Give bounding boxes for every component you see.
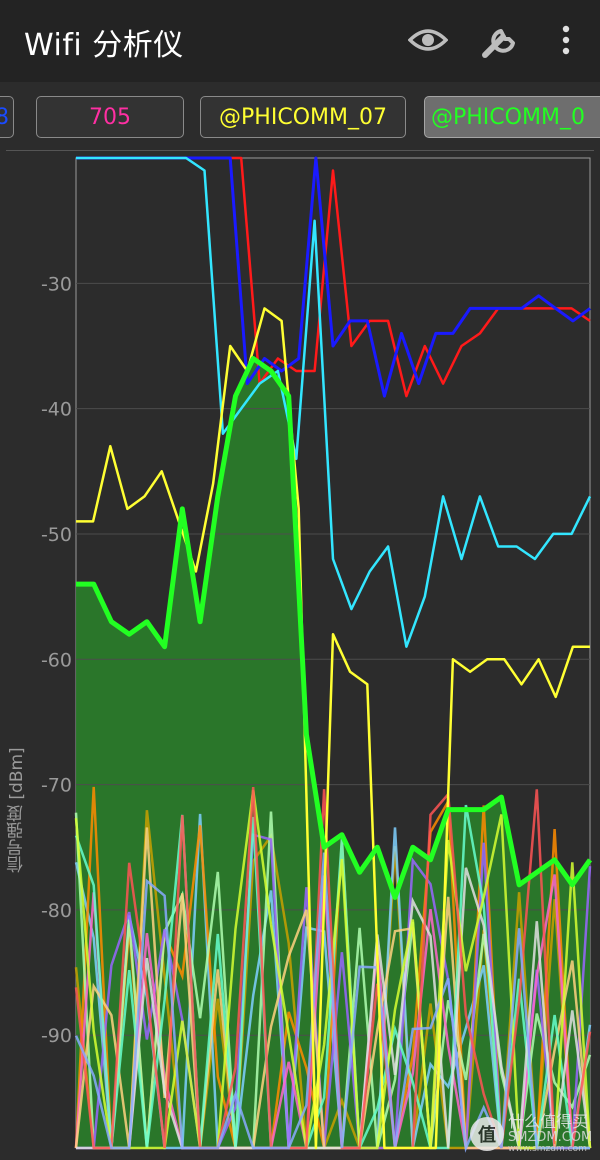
- y-tick-label: -30: [41, 273, 72, 295]
- app-bar: Wifi 分析仪: [0, 0, 600, 82]
- watermark-line2: SMZDM.COM: [508, 1129, 593, 1145]
- y-axis-label: 信号强度 [dBm]: [7, 747, 27, 873]
- ssid-chip[interactable]: 8: [0, 96, 14, 138]
- ssid-chip-label: 705: [89, 104, 131, 130]
- wrench-icon[interactable]: [478, 18, 522, 62]
- watermark-logo: 值: [470, 1117, 504, 1151]
- series-line-4: [76, 356, 593, 900]
- y-tick-label: -50: [41, 524, 72, 546]
- overflow-menu-icon[interactable]: [544, 18, 588, 62]
- ssid-chip[interactable]: 705: [36, 96, 184, 138]
- y-tick-label: -60: [41, 649, 72, 671]
- ssid-chip-selected[interactable]: @PHICOMM_0: [424, 96, 600, 138]
- signal-strength-chart[interactable]: -30 -40 -50 -60 -70 -80 -90 信号强度 [dBm]: [0, 152, 600, 1160]
- watermark: 值 什么值得买 SMZDM.COM www.smzdm.com: [470, 1110, 598, 1158]
- eye-icon[interactable]: [406, 18, 450, 62]
- noise-series-line: [74, 852, 590, 1153]
- app-title: Wifi 分析仪: [24, 28, 184, 63]
- y-tick-label: -40: [41, 399, 72, 421]
- ssid-chip[interactable]: @PHICOMM_07: [200, 96, 406, 138]
- series-line-2: [76, 156, 592, 648]
- ssid-chip-label: @PHICOMM_07: [219, 104, 387, 130]
- noise-series-line: [76, 867, 592, 1150]
- watermark-line3: www.smzdm.com: [508, 1143, 587, 1154]
- chip-row-divider: [6, 150, 594, 151]
- y-tick-label: -70: [41, 775, 72, 797]
- ssid-chip-label: 8: [0, 105, 9, 130]
- series-line-3: [76, 307, 590, 1150]
- y-tick-label: -90: [41, 1025, 72, 1047]
- watermark-line1: 什么值得买: [508, 1112, 589, 1132]
- ssid-chip-label: @PHICOMM_0: [431, 104, 585, 130]
- ssid-chip-row: 8 705 @PHICOMM_07 @PHICOMM_0: [0, 82, 600, 152]
- y-tick-label: -80: [41, 900, 72, 922]
- chart-canvas: -30 -40 -50 -60 -70 -80 -90: [41, 156, 593, 1153]
